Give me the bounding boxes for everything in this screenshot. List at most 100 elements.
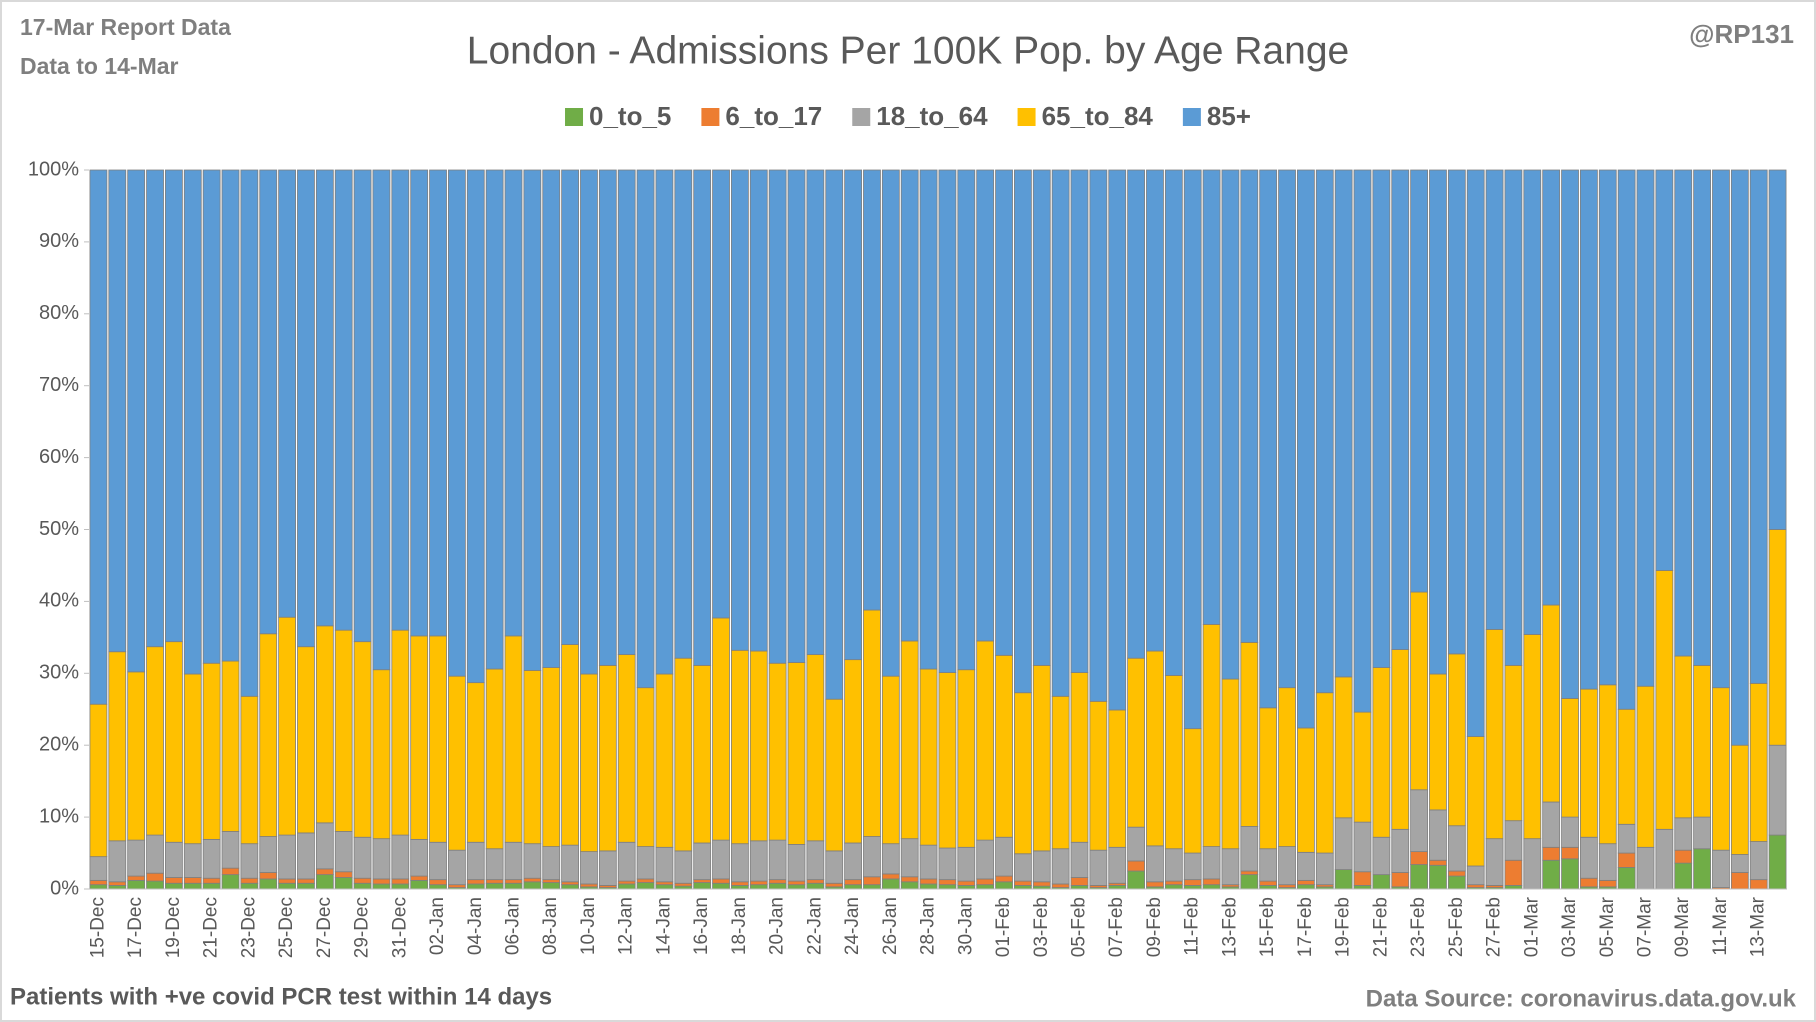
bar-segment (806, 840, 825, 881)
bar-segment (334, 629, 353, 832)
bar-segment (787, 880, 806, 886)
bar-segment (1183, 852, 1202, 881)
bar-segment (1372, 169, 1391, 668)
x-tick-label: 17-Feb (1295, 897, 1316, 957)
bar-segment (655, 881, 674, 886)
bar-segment (1504, 859, 1523, 886)
bar-segment (1240, 874, 1259, 890)
bar-segment (466, 879, 485, 885)
bar-segment (1617, 169, 1636, 710)
bar-segment (165, 841, 183, 878)
bar-segment (561, 169, 579, 645)
x-tick-label: 09-Feb (1144, 897, 1165, 957)
chart-title: London - Admissions Per 100K Pop. by Age… (467, 29, 1349, 72)
bar-segment (1749, 841, 1768, 881)
bar-segment (561, 644, 579, 846)
bar-segment (712, 617, 730, 841)
bar-segment (315, 169, 334, 627)
bar-segment (448, 169, 466, 677)
bar-segment (787, 662, 806, 845)
bar-segment (1127, 826, 1145, 862)
bar-segment (1070, 169, 1089, 673)
bar-segment (825, 882, 844, 888)
bar-segment (561, 884, 579, 890)
bar-segment (1768, 169, 1787, 530)
bar-segment (598, 664, 617, 852)
bar-segment (712, 169, 730, 619)
bar-segment (1693, 664, 1711, 818)
x-tick-label: 19-Dec (163, 897, 184, 958)
bar-segment (372, 883, 391, 890)
bar-segment (1466, 884, 1485, 888)
bar-segment (1523, 634, 1542, 840)
bar-segment (1032, 850, 1051, 883)
bar-segment (1372, 667, 1391, 838)
bar-segment (919, 883, 938, 890)
bar-segment (1542, 604, 1561, 803)
y-tick-label: 20% (39, 733, 79, 755)
bar-segment (1410, 851, 1428, 865)
bar-segment (1278, 169, 1296, 689)
y-tick-label: 70% (39, 374, 79, 396)
legend-swatch (852, 108, 871, 126)
bar-segment (957, 880, 976, 886)
bar-segment (1334, 817, 1353, 870)
bar-segment (259, 872, 278, 880)
bar-segment (1183, 885, 1202, 890)
bar-segment (1014, 853, 1032, 882)
bar-segment (1749, 682, 1768, 842)
bar-segment (523, 169, 542, 671)
bar-segment (1674, 849, 1693, 864)
bar-segment (523, 881, 542, 890)
bar-segment (202, 662, 221, 840)
bar-segment (108, 840, 127, 883)
bar-segment (1523, 838, 1542, 890)
legend-swatch (565, 108, 584, 126)
x-tick-label: 28-Jan (918, 897, 939, 955)
bar-segment (202, 838, 221, 879)
bar-segment (1693, 169, 1711, 666)
bar-segment (1542, 846, 1561, 861)
x-tick-label: 23-Dec (238, 897, 259, 958)
bar-segment (89, 703, 108, 858)
bar-segment (1070, 841, 1089, 878)
x-tick-label: 24-Jan (842, 897, 863, 955)
bar-segment (278, 882, 296, 890)
bar-segment (146, 834, 164, 874)
bar-segment (863, 884, 881, 890)
bar-segment (655, 673, 674, 848)
y-tick-label: 30% (39, 662, 79, 684)
bar-segment (1466, 169, 1485, 737)
bar-segment (1768, 529, 1787, 746)
bar-segment (957, 669, 976, 848)
bar-segment (1447, 653, 1466, 827)
bar-segment (221, 831, 240, 869)
bar-segment (429, 841, 447, 881)
bar-segment (1712, 849, 1730, 888)
bar-segment (1598, 843, 1617, 881)
bar-segment (1749, 169, 1768, 684)
bar-segment (674, 657, 693, 852)
bar-segment (1353, 711, 1372, 823)
bar-segment (1315, 692, 1334, 854)
bar-segment (1712, 687, 1730, 851)
y-tick-label: 10% (39, 805, 79, 827)
bar-segment (1259, 707, 1278, 850)
bar-segment (1297, 879, 1315, 886)
bar-segment (1372, 836, 1391, 876)
bar-segment (1164, 675, 1183, 850)
bar-segment (1070, 672, 1089, 843)
x-tick-label: 05-Mar (1597, 896, 1618, 957)
bar-segment (881, 878, 900, 890)
bar-segment (1202, 624, 1221, 847)
bar-segment (108, 881, 127, 886)
bar-segment (580, 169, 598, 675)
bar-segment (1259, 848, 1278, 882)
x-tick-label: 06-Jan (503, 897, 524, 955)
bar-segment (410, 838, 429, 877)
bar-segment (693, 169, 712, 666)
bar-segment (1127, 657, 1145, 828)
y-tick-label: 60% (39, 446, 79, 468)
bar-segment (863, 609, 881, 837)
